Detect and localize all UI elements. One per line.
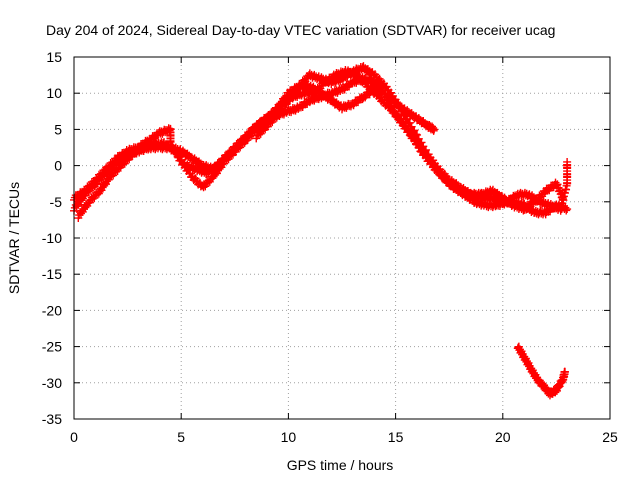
y-tick-label: -20 <box>42 302 62 318</box>
data-marker <box>563 157 572 166</box>
series-trace-c <box>74 66 572 223</box>
x-tick-label: 0 <box>70 429 78 445</box>
y-tick-label: 5 <box>54 121 62 137</box>
data-marker <box>563 205 572 214</box>
data-marker <box>410 126 419 135</box>
x-tick-label: 15 <box>388 429 404 445</box>
data-marker <box>413 139 422 148</box>
data-marker <box>417 138 426 147</box>
y-tick-label: -35 <box>42 411 62 427</box>
data-marker <box>430 125 439 134</box>
data-marker <box>415 143 424 152</box>
y-tick-label: -5 <box>50 194 63 210</box>
y-tick-label: -30 <box>42 375 62 391</box>
data-marker <box>560 367 569 376</box>
plot-area-frame <box>73 56 611 420</box>
x-tick-label: 20 <box>495 429 511 445</box>
data-marker <box>409 131 418 140</box>
y-tick-label: -25 <box>42 339 62 355</box>
data-markers <box>70 62 572 400</box>
y-axis-label: SDTVAR / TECUs <box>6 182 22 294</box>
series-trace-d <box>252 73 439 143</box>
y-tick-label: 15 <box>46 49 62 65</box>
x-tick-label: 25 <box>602 429 618 445</box>
tick-labels: 0 5 10 15 20 25 15 10 5 0 -5 -10 -15 -20 -25 -30 -35 <box>42 49 618 445</box>
y-tick-label: 0 <box>54 158 62 174</box>
x-axis-label: GPS time / hours <box>287 457 394 473</box>
chart-title: Day 204 of 2024, Sidereal Day-to-day VTE… <box>46 22 555 38</box>
x-tick-label: 10 <box>281 429 297 445</box>
y-tick-label: -10 <box>42 230 62 246</box>
series-trace-e <box>513 342 569 400</box>
y-tick-label: 10 <box>46 85 62 101</box>
x-tick-label: 5 <box>177 429 185 445</box>
y-tick-label: -15 <box>42 266 62 282</box>
